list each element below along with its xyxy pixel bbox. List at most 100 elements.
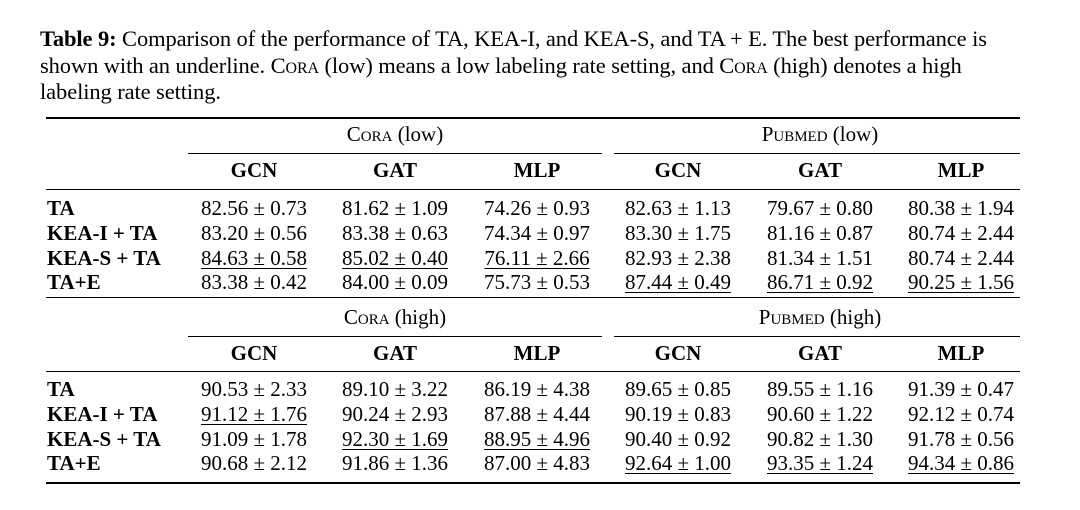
table-cell: 86.19 ± 4.38 [467,377,607,402]
column-header: MLP [937,341,985,365]
best-value-underlined: 87.44 ± 0.49 [624,270,732,294]
table-cell: 90.68 ± 2.12 [184,451,324,476]
table-cell: 76.11 ± 2.66 [467,246,607,271]
cell-value: 90.60 ± 1.22 [766,402,874,426]
column-header: MLP [513,158,561,182]
cell-value: 86.19 ± 4.38 [483,377,591,401]
column-header: GAT [798,158,842,182]
section-2-header-rule [46,371,1020,372]
row-label: TA+E [47,270,101,294]
cell-value: 79.67 ± 0.80 [766,196,874,220]
column-group-rule [614,153,1020,154]
table-cell: 74.26 ± 0.93 [467,196,607,221]
cell-value: 80.74 ± 2.44 [907,246,1015,270]
table-cell: 85.02 ± 0.40 [325,246,465,271]
column-group-title: Cora (high) [245,305,545,330]
cell-value: 81.34 ± 1.51 [766,246,874,270]
cell-value: 90.82 ± 1.30 [766,427,874,451]
table-cell: 92.12 ± 0.74 [891,402,1031,427]
best-value-underlined: 93.35 ± 1.24 [766,451,874,475]
table-cell: 80.74 ± 2.44 [891,246,1031,271]
cell-value: 80.74 ± 2.44 [907,221,1015,245]
column-group-title: Pubmed (low) [670,122,970,147]
cell-value: 89.65 ± 0.85 [624,377,732,401]
cell-value: 91.78 ± 0.56 [907,427,1015,451]
row-label: TA [47,377,75,401]
group-dataset-name: Pubmed [761,122,828,146]
best-value-underlined: 88.95 ± 4.96 [483,427,591,451]
cell-value: 83.38 ± 0.42 [200,270,308,294]
cell-value: 82.63 ± 1.13 [624,196,732,220]
table-cell: 81.62 ± 1.09 [325,196,465,221]
column-group-rule [188,336,602,337]
table-cell: 87.88 ± 4.44 [467,402,607,427]
best-value-underlined: 90.25 ± 1.56 [907,270,1015,294]
table-cell: 91.86 ± 1.36 [325,451,465,476]
column-group-rule [188,153,602,154]
cell-value: 74.26 ± 0.93 [483,196,591,220]
table-cell: 87.00 ± 4.83 [467,451,607,476]
table-cell: 92.64 ± 1.00 [608,451,748,476]
cell-value: 91.39 ± 0.47 [907,377,1015,401]
column-header: MLP [937,158,985,182]
group-dataset-name: Cora [346,122,393,146]
column-header: GCN [230,341,278,365]
cell-value: 83.38 ± 0.63 [341,221,449,245]
section-1-header-rule [46,189,1020,190]
table-cell: 89.10 ± 3.22 [325,377,465,402]
table-cell: 81.16 ± 0.87 [750,221,890,246]
cell-value: 83.30 ± 1.75 [624,221,732,245]
cell-value: 75.73 ± 0.53 [483,270,591,294]
table-cell: 91.39 ± 0.47 [891,377,1031,402]
caption-text-3: (high) denotes a high labeling rate sett… [40,52,962,105]
table-cell: 91.12 ± 1.76 [184,402,324,427]
cell-value: 82.93 ± 2.38 [624,246,732,270]
column-header: GCN [230,158,278,182]
column-header: MLP [513,341,561,365]
table-cell: 89.55 ± 1.16 [750,377,890,402]
column-header: GAT [798,341,842,365]
table-cell: 89.65 ± 0.85 [608,377,748,402]
table-cell: 80.74 ± 2.44 [891,221,1031,246]
caption-text-1: Comparison of the performance of TA, KEA… [40,26,987,78]
table-cell: 90.40 ± 0.92 [608,427,748,452]
best-value-underlined: 92.64 ± 1.00 [624,451,732,475]
group-setting: (high) [824,305,882,329]
column-group-rule [614,336,1020,337]
table-cell: 82.93 ± 2.38 [608,246,748,271]
cell-value: 89.55 ± 1.16 [766,377,874,401]
best-value-underlined: 84.63 ± 0.58 [200,246,308,270]
best-value-underlined: 91.12 ± 1.76 [200,402,308,426]
cell-value: 89.10 ± 3.22 [341,377,449,401]
group-dataset-name: Pubmed [758,305,825,329]
best-value-underlined: 76.11 ± 2.66 [484,246,590,270]
table-cell: 75.73 ± 0.53 [467,270,607,295]
best-value-underlined: 85.02 ± 0.40 [341,246,449,270]
cell-value: 87.00 ± 4.83 [483,451,591,475]
row-label: KEA-I + TA [47,402,158,426]
cell-value: 81.16 ± 0.87 [766,221,874,245]
cell-value: 81.62 ± 1.09 [341,196,449,220]
table-caption: Table 9: Comparison of the performance o… [40,26,1030,106]
table-cell: 90.19 ± 0.83 [608,402,748,427]
group-setting: (low) [827,122,879,146]
table-cell: 92.30 ± 1.69 [325,427,465,452]
cell-value: 87.88 ± 4.44 [483,402,591,426]
table-cell: 84.63 ± 0.58 [184,246,324,271]
table-cell: 84.00 ± 0.09 [325,270,465,295]
cell-value: 90.40 ± 0.92 [624,427,732,451]
cell-value: 91.09 ± 1.78 [200,427,308,451]
best-value-underlined: 86.71 ± 0.92 [766,270,874,294]
table-cell: 87.44 ± 0.49 [608,270,748,295]
table-cell: 94.34 ± 0.86 [891,451,1031,476]
cell-value: 82.56 ± 0.73 [200,196,308,220]
table-cell: 91.78 ± 0.56 [891,427,1031,452]
cell-value: 91.86 ± 1.36 [341,451,449,475]
table-cell: 91.09 ± 1.78 [184,427,324,452]
group-setting: (low) [392,122,444,146]
table-cell: 83.30 ± 1.75 [608,221,748,246]
table-cell: 83.38 ± 0.63 [325,221,465,246]
row-label: KEA-S + TA [47,246,161,270]
table-cell: 88.95 ± 4.96 [467,427,607,452]
cell-value: 92.12 ± 0.74 [907,402,1015,426]
